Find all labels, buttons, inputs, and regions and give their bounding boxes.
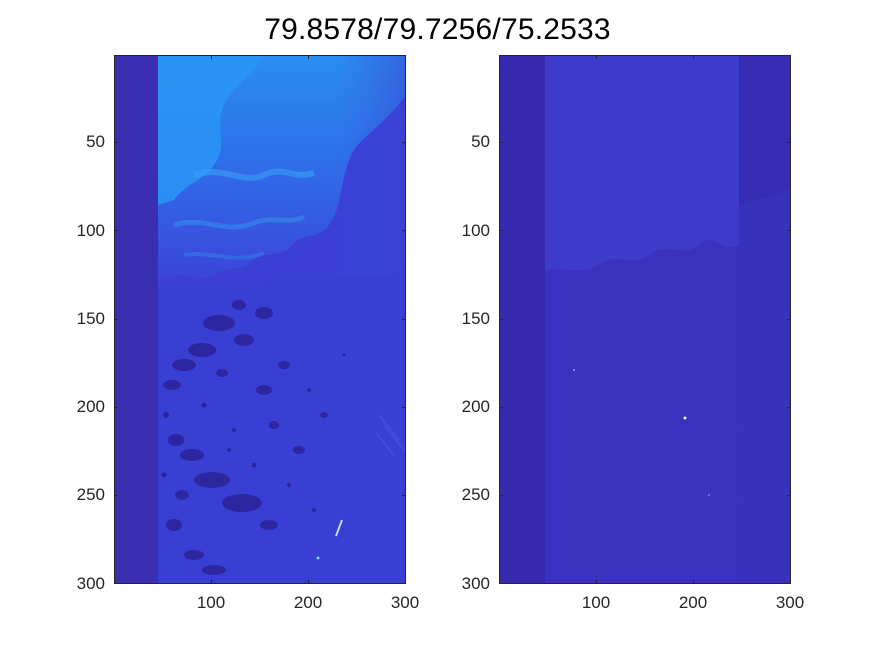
right-y-tick-right [787,407,791,408]
right-y-tick-right [787,495,791,496]
left-y-tick-label: 300 [76,574,105,593]
left-y-tick-right [402,142,406,143]
left-image-panel: 50 100 150 200 250 300 100 200 300 [77,55,419,612]
right-y-tick [499,230,503,231]
right-y-tick-label: 200 [461,397,490,416]
left-x-tick [211,580,212,584]
left-y-tick-label: 50 [86,132,105,151]
left-x-tick-label: 300 [390,593,420,612]
left-x-tick-top [308,55,309,59]
left-y-tick-label: 200 [76,397,105,416]
left-y-tick-label: 150 [76,309,105,328]
right-y-tick [499,142,503,143]
right-x-tick-top [693,55,694,59]
right-y-tick [499,319,503,320]
right-x-tick-label: 300 [775,593,805,612]
left-y-tick [114,407,118,408]
left-y-tick [114,495,118,496]
left-image [114,55,406,584]
left-y-tick-right [402,495,406,496]
right-x-tick-top [596,55,597,59]
right-y-tick-label: 50 [471,132,490,151]
right-y-tick-label: 300 [461,574,490,593]
right-y-tick-right [787,319,791,320]
right-x-tick-label: 100 [581,593,611,612]
right-x-tick [693,580,694,584]
right-x-tick-label: 200 [678,593,708,612]
right-y-tick [499,407,503,408]
left-y-tick [114,230,118,231]
right-y-tick-label: 250 [461,485,490,504]
right-x-tick [596,580,597,584]
right-y-tick [499,495,503,496]
right-image [499,55,791,584]
right-y-tick-label: 100 [461,221,490,240]
left-x-tick-label: 200 [293,593,323,612]
right-y-tick-right [787,230,791,231]
right-y-tick-right [787,142,791,143]
left-x-tick [308,580,309,584]
right-y-tick-label: 150 [461,309,490,328]
left-y-tick-label: 250 [76,485,105,504]
right-image-panel: 50 100 150 200 250 300 100 200 300 [462,55,804,612]
left-x-tick-top [211,55,212,59]
left-y-tick [114,142,118,143]
left-y-tick-right [402,407,406,408]
left-y-tick-label: 100 [76,221,105,240]
left-y-tick [114,319,118,320]
left-y-tick-right [402,230,406,231]
left-y-tick-right [402,319,406,320]
figure-title: 79.8578/79.7256/75.2533 [264,13,611,46]
left-x-tick-label: 100 [196,593,226,612]
